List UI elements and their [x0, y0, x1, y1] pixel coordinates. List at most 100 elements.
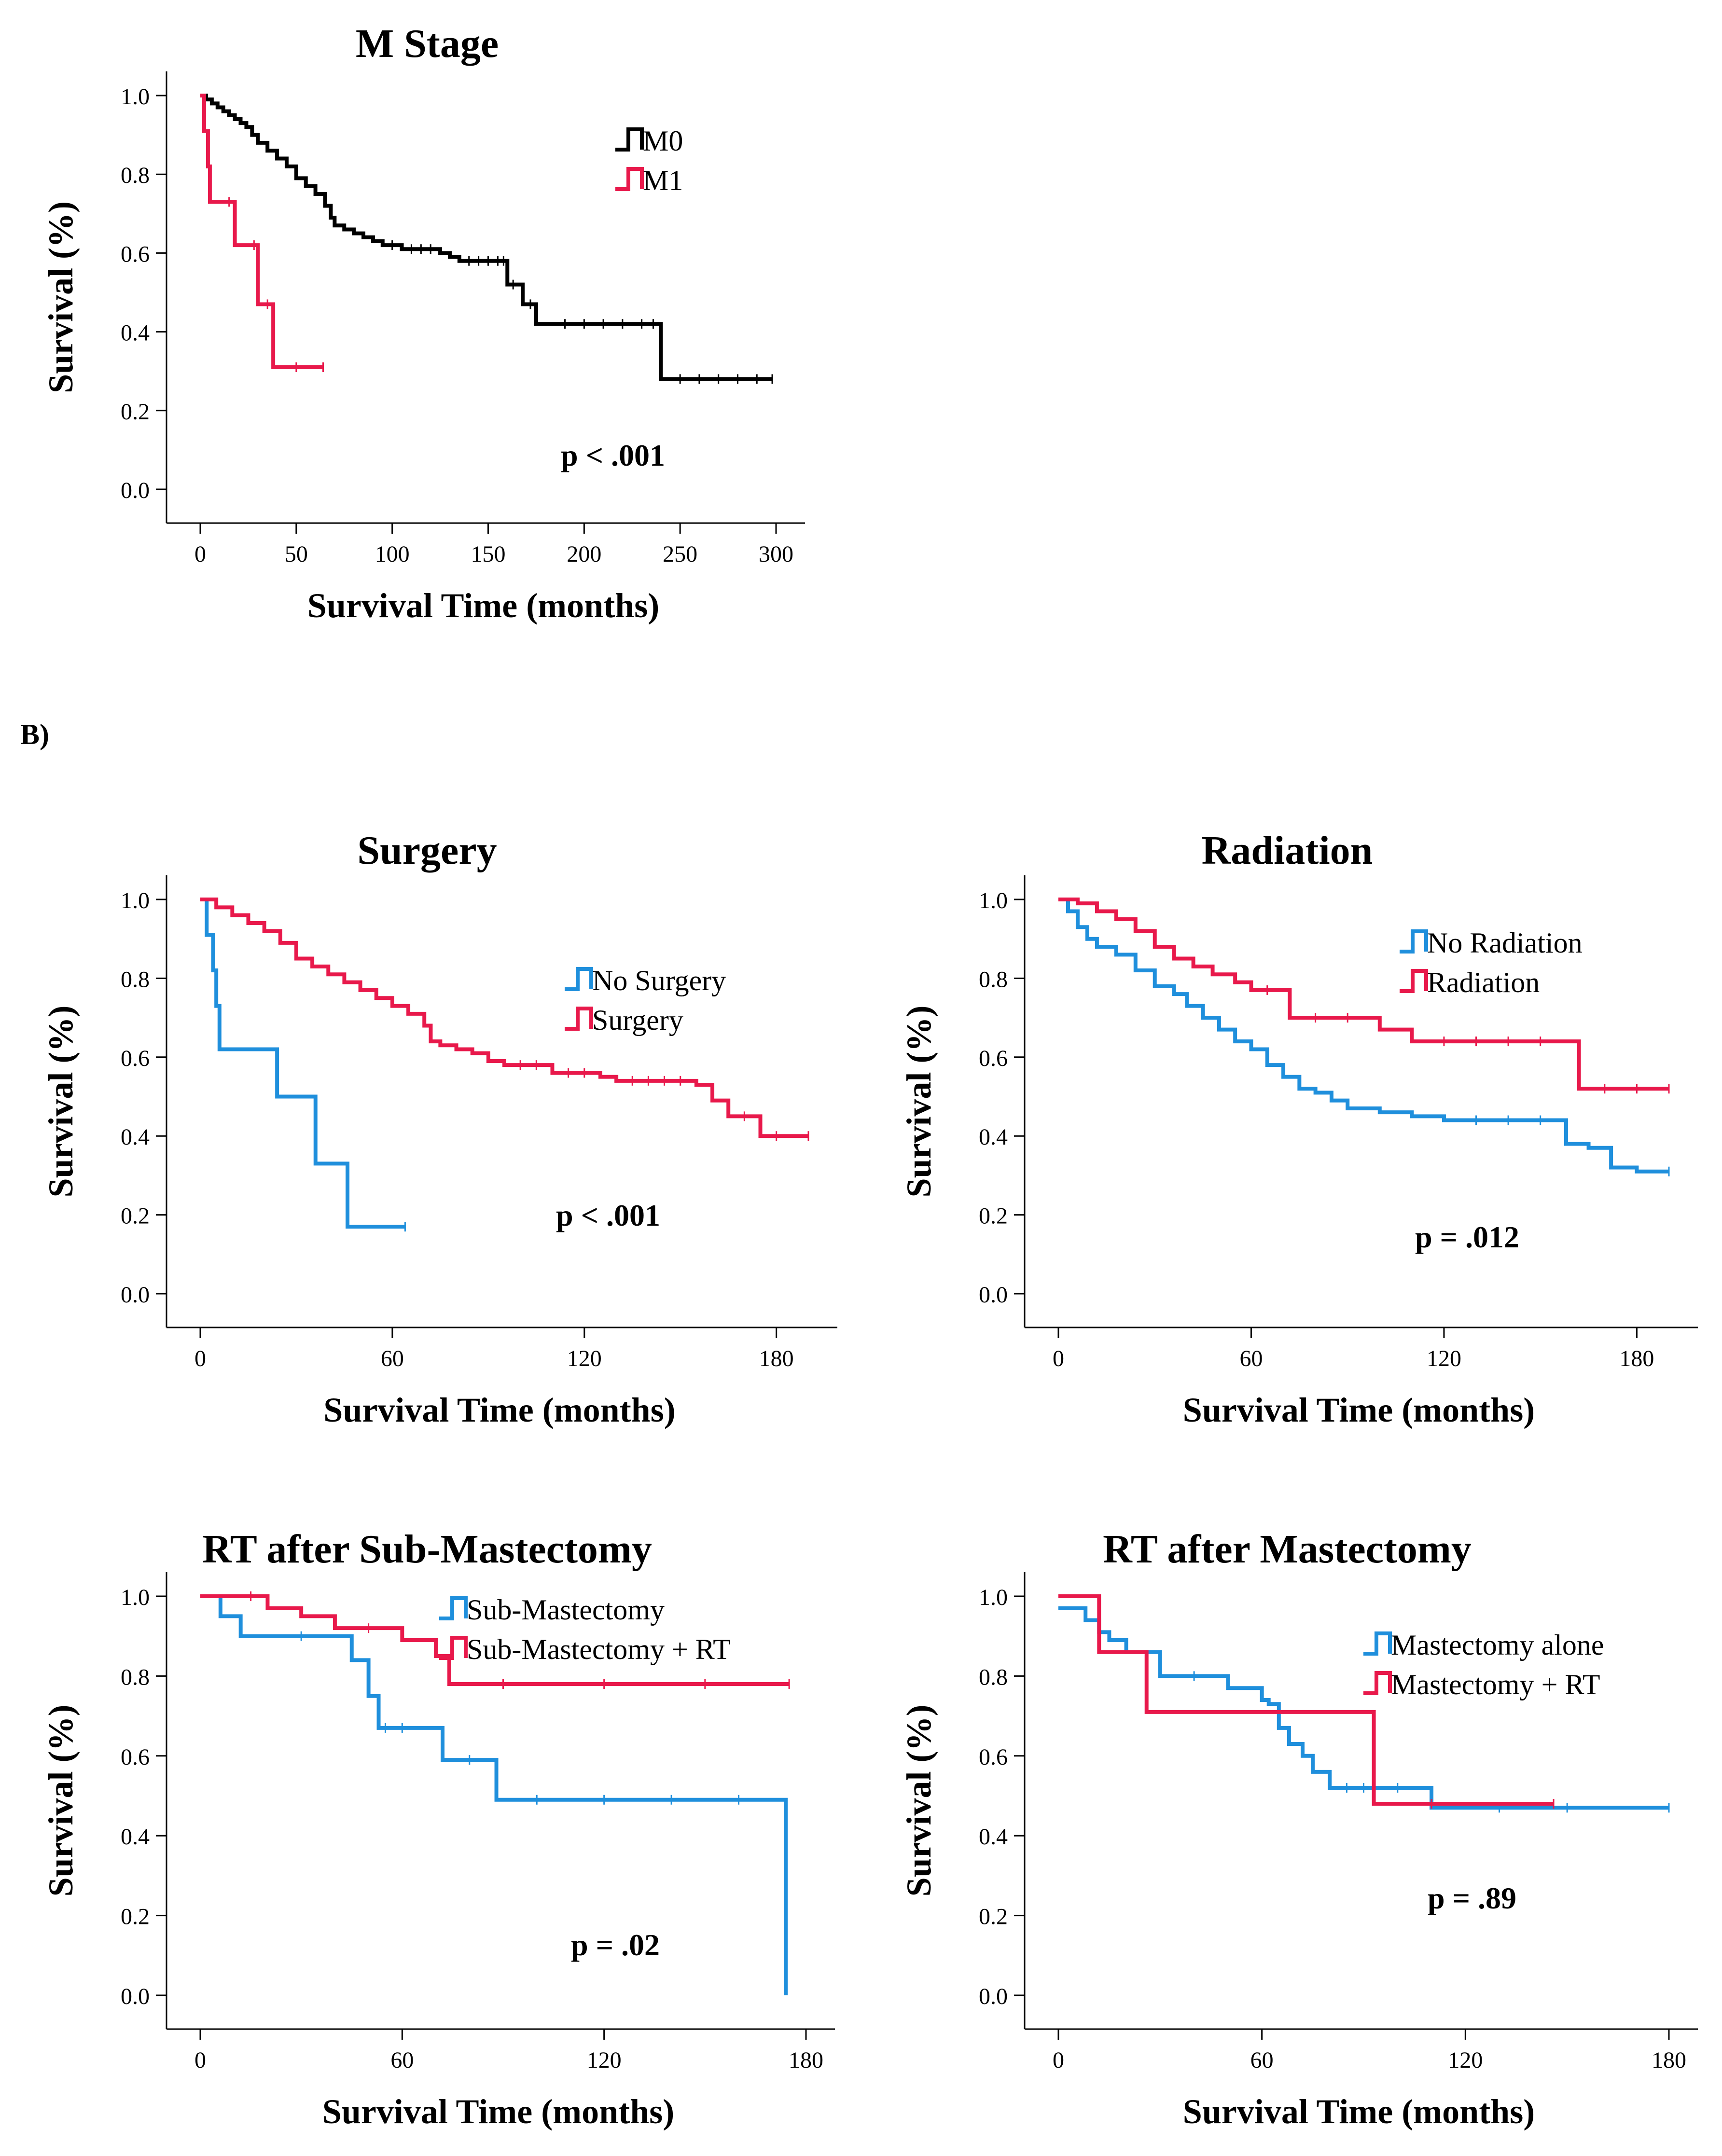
y-tick-label: 0.4	[121, 320, 150, 346]
legend-swatch	[615, 167, 644, 191]
y-tick-label: 0.2	[121, 1203, 150, 1229]
x-tick-label: 120	[587, 2047, 622, 2073]
x-tick-label: 0	[194, 541, 206, 567]
series-line-radiation	[1058, 898, 1669, 1091]
legend-swatch	[1363, 1671, 1392, 1695]
y-axis-label: Survival (%)	[42, 1005, 80, 1197]
y-tick-label: 0.0	[979, 1984, 1008, 2009]
x-tick-label: 60	[1239, 1346, 1263, 1371]
p-value-annotation: p = .89	[1428, 1881, 1516, 1915]
x-tick-label: 200	[567, 541, 601, 567]
y-tick-label: 0.0	[979, 1282, 1008, 1308]
y-tick-label: 1.0	[121, 84, 150, 110]
y-tick-label: 1.0	[979, 888, 1008, 913]
x-tick-label: 250	[663, 541, 697, 567]
y-tick-label: 1.0	[979, 1585, 1008, 1610]
x-tick-label: 0	[1053, 1346, 1064, 1371]
legend-label: Mastectomy + RT	[1391, 1669, 1600, 1700]
x-tick-label: 100	[375, 541, 410, 567]
y-tick-label: 1.0	[121, 1585, 150, 1610]
x-tick-label: 120	[567, 1346, 602, 1371]
x-tick-label: 60	[1250, 2047, 1274, 2073]
y-tick-label: 0.6	[121, 1046, 150, 1071]
legend-swatch	[439, 1636, 468, 1660]
x-tick-label: 120	[1427, 1346, 1461, 1371]
legend-label: Surgery	[592, 1004, 683, 1036]
series-line-mastectomy-alone	[1058, 1606, 1669, 1810]
p-value-annotation: p < .001	[561, 438, 665, 472]
legend-label: M0	[643, 125, 683, 157]
chart-title: RT after Mastectomy	[1103, 1527, 1472, 1572]
legend-label: Sub-Mastectomy + RT	[467, 1633, 731, 1665]
y-axis-label: Survival (%)	[42, 201, 80, 393]
y-tick-label: 0.4	[121, 1124, 150, 1150]
legend-swatch	[1400, 969, 1428, 993]
legend-label: Mastectomy alone	[1391, 1629, 1604, 1661]
y-tick-label: 1.0	[121, 888, 150, 913]
legend-swatch	[615, 127, 644, 152]
legend-swatch	[565, 967, 593, 991]
x-tick-label: 300	[759, 541, 793, 567]
legend-label: No Radiation	[1427, 927, 1583, 959]
x-tick-label: 0	[194, 1346, 206, 1371]
legend-swatch	[565, 1007, 593, 1031]
y-tick-label: 0.8	[979, 967, 1008, 992]
legend-label: Sub-Mastectomy	[467, 1594, 665, 1626]
chart-3: RT after Sub-Mastectomy 0.0 0.2 0.4 0.6 0.8 1.…	[42, 1527, 835, 2131]
chart-title: M Stage	[356, 21, 499, 66]
series-line-m0	[200, 94, 773, 381]
y-tick-label: 0.6	[979, 1744, 1008, 1770]
x-tick-label: 150	[471, 541, 506, 567]
legend-label: M1	[643, 165, 683, 196]
y-tick-label: 0.8	[121, 163, 150, 188]
y-tick-label: 0.6	[979, 1046, 1008, 1071]
chart-4: RT after Mastectomy 0.0 0.2 0.4 0.6 0.8 1.0 0 60…	[900, 1527, 1698, 2131]
series-line-surgery	[200, 898, 808, 1138]
y-tick-label: 0.2	[121, 1904, 150, 1930]
y-tick-label: 0.8	[121, 967, 150, 992]
y-tick-label: 0.8	[979, 1664, 1008, 1690]
x-axis-label: Survival Time (months)	[323, 1391, 675, 1429]
panel-label-b: B)	[20, 719, 49, 750]
y-tick-label: 0.2	[979, 1904, 1008, 1930]
y-tick-label: 0.2	[979, 1203, 1008, 1229]
x-tick-label: 0	[1053, 2047, 1064, 2073]
legend-swatch	[439, 1596, 468, 1620]
y-tick-label: 0.4	[121, 1824, 150, 1850]
x-tick-label: 50	[285, 541, 308, 567]
chart-title: RT after Sub-Mastectomy	[202, 1527, 652, 1572]
x-tick-label: 180	[789, 2047, 823, 2073]
y-tick-label: 0.6	[121, 1744, 150, 1770]
x-tick-label: 180	[759, 1346, 794, 1371]
y-tick-label: 0.0	[121, 1984, 150, 2009]
y-tick-label: 0.0	[121, 1282, 150, 1308]
chart-title: Radiation	[1202, 828, 1373, 873]
x-axis-label: Survival Time (months)	[1183, 2092, 1535, 2131]
x-axis-label: Survival Time (months)	[1183, 1391, 1535, 1429]
y-tick-label: 0.4	[979, 1824, 1008, 1850]
x-tick-label: 60	[390, 2047, 414, 2073]
chart-title: Surgery	[357, 828, 497, 873]
y-tick-label: 0.0	[121, 478, 150, 503]
chart-0: M Stage 0.0 0.2 0.4 0.6 0.8 1.0 0 50 100 150 200 250…	[42, 21, 805, 625]
series-line-no-radiation	[1058, 898, 1669, 1174]
y-axis-label: Survival (%)	[900, 1704, 938, 1896]
x-tick-label: 0	[194, 2047, 206, 2073]
chart-1: Surgery 0.0 0.2 0.4 0.6 0.8 1.0 0 60 120 180 Surviv…	[42, 828, 837, 1429]
y-axis-label: Survival (%)	[42, 1704, 80, 1896]
series-line-mastectomy-rt	[1058, 1594, 1554, 1806]
y-tick-label: 0.4	[979, 1124, 1008, 1150]
p-value-annotation: p = .012	[1415, 1220, 1519, 1254]
y-tick-label: 0.2	[121, 399, 150, 425]
legend-swatch	[1363, 1631, 1392, 1656]
p-value-annotation: p < .001	[556, 1198, 660, 1232]
y-tick-label: 0.8	[121, 1664, 150, 1690]
x-axis-label: Survival Time (months)	[322, 2092, 674, 2131]
legend-swatch	[1400, 929, 1428, 954]
legend-label: No Surgery	[592, 965, 726, 996]
series-line-m1	[200, 94, 323, 370]
x-tick-label: 180	[1652, 2047, 1686, 2073]
legend-label: Radiation	[1427, 967, 1540, 998]
chart-2: Radiation 0.0 0.2 0.4 0.6 0.8 1.0 0 60 120 180 Surv…	[900, 828, 1698, 1429]
